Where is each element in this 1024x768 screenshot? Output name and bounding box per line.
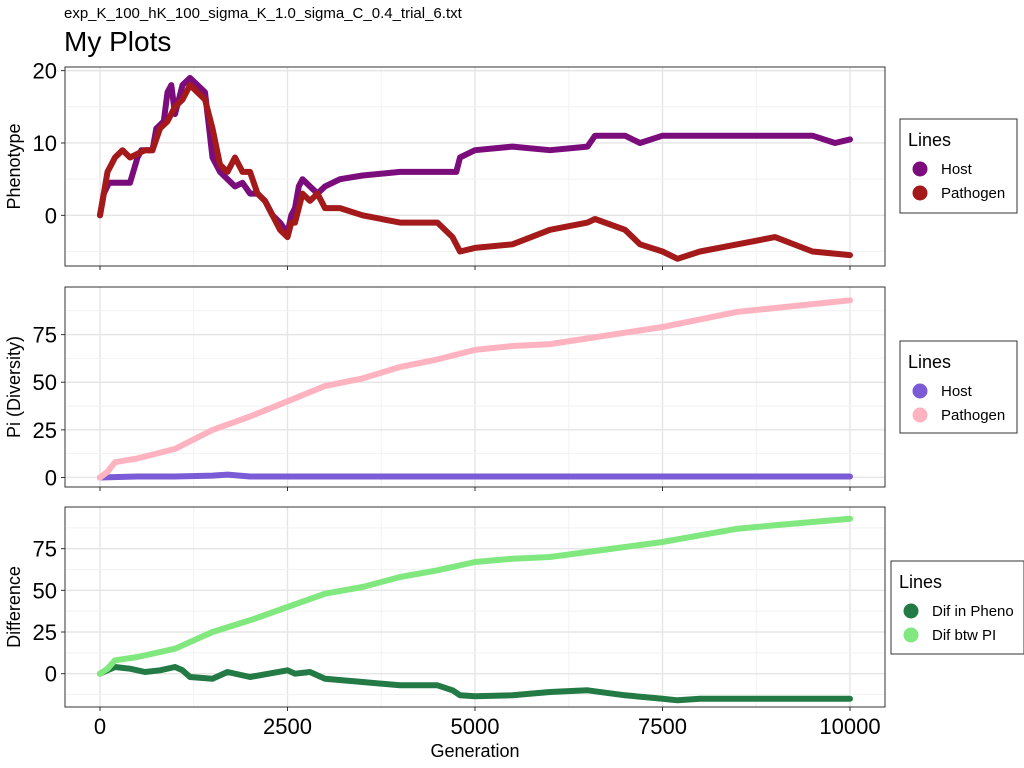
legend-key-dif-btw-pi: [903, 627, 919, 643]
panel-2: 0 25 50 75 Pi (Diversity) Lines Host Pathogen: [4, 286, 1018, 491]
legend-key-pathogen: [912, 185, 928, 201]
y-tick-label: 0: [45, 465, 57, 490]
y-tick-label: 0: [45, 662, 57, 687]
panel-3: 0 25 50 75 0 2500 5000 7500 10000 Difference Gener…: [4, 506, 1024, 761]
x-tick-label: 0: [94, 714, 106, 739]
figure-title: My Plots: [64, 26, 172, 57]
legend-key-dif-in-pheno: [903, 603, 919, 619]
legend-label-host: Host: [941, 383, 973, 400]
legend-label-dif-in-pheno: Dif in Pheno: [932, 603, 1014, 620]
y-tick-label: 20: [33, 59, 57, 84]
legend-title: Lines: [899, 572, 942, 592]
series-line-pathogen: [97, 297, 853, 481]
legend-key-host: [912, 161, 928, 177]
legend-label-pathogen: Pathogen: [941, 185, 1005, 202]
x-tick-label: 5000: [451, 714, 500, 739]
y-tick-label: 10: [33, 131, 57, 156]
x-axis-label: Generation: [430, 741, 519, 761]
y-axis-label: Phenotype: [4, 123, 24, 209]
legend-2: Lines Host Pathogen: [899, 340, 1018, 434]
y-tick-label: 25: [33, 418, 57, 443]
x-tick-label: 7500: [638, 714, 687, 739]
y-tick-label: 50: [33, 578, 57, 603]
legend-label-host: Host: [941, 161, 973, 178]
legend-label-pathogen: Pathogen: [941, 407, 1005, 424]
legend-title: Lines: [908, 352, 951, 372]
file-title: exp_K_100_hK_100_sigma_K_1.0_sigma_C_0.4…: [64, 5, 462, 22]
y-tick-label: 50: [33, 370, 57, 395]
legend-title: Lines: [908, 130, 951, 150]
legend-label-dif-btw-pi: Dif btw PI: [932, 627, 996, 644]
series-line-pathogen: [97, 82, 853, 262]
x-tick-label: 2500: [263, 714, 312, 739]
y-axis-label: Pi (Diversity): [4, 336, 24, 438]
panel-1: 0 10 20 Phenotype Lines Host Pathogen: [4, 59, 1018, 270]
legend-key-host: [912, 383, 928, 399]
y-tick-label: 75: [33, 323, 57, 348]
legend-1: Lines Host Pathogen: [899, 118, 1018, 214]
series-line-host: [97, 471, 853, 481]
x-tick-label: 10000: [819, 714, 880, 739]
series-line-dif-in-pheno: [97, 664, 853, 704]
y-tick-label: 25: [33, 620, 57, 645]
y-axis-label: Difference: [4, 566, 24, 648]
y-tick-label: 75: [33, 537, 57, 562]
y-tick-label: 0: [45, 203, 57, 228]
series-line-dif-btw-pi: [97, 515, 853, 677]
legend-key-pathogen: [912, 407, 928, 423]
legend-3: Lines Dif in Pheno Dif btw PI: [890, 560, 1024, 655]
